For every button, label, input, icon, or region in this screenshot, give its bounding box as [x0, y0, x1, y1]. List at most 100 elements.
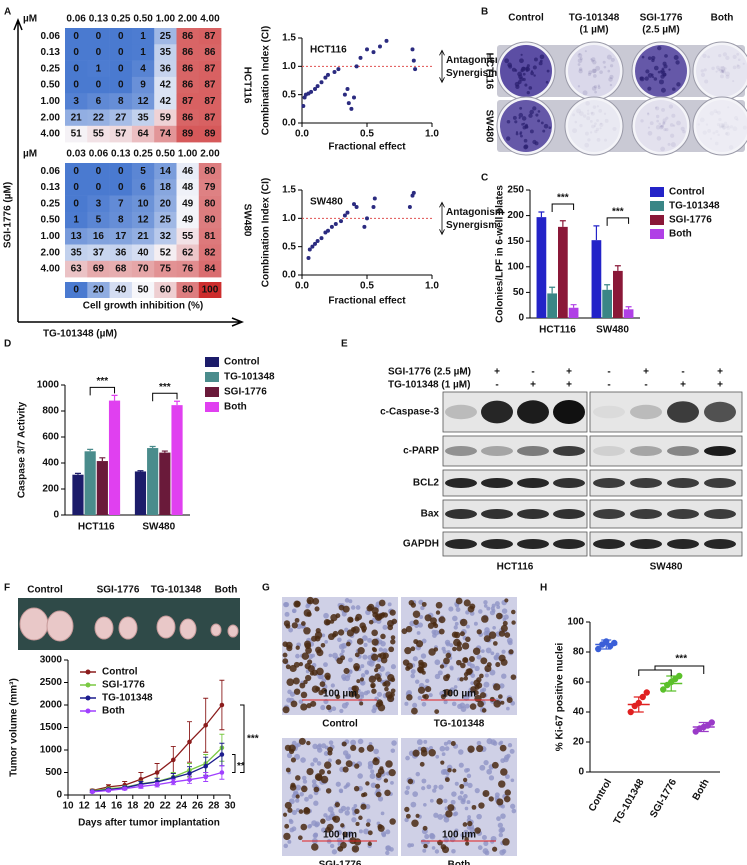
blot-band: [593, 405, 625, 419]
heatmap-cell: [109, 163, 133, 180]
colony: [660, 146, 666, 152]
legend-swatch: [205, 372, 219, 382]
scatter-point: [319, 80, 324, 85]
cell-value: 87: [204, 63, 216, 74]
sd-bar: [633, 696, 644, 713]
nucleus-blue: [443, 816, 450, 823]
colony: [680, 126, 685, 131]
error-bar: [137, 470, 144, 472]
y-axis-label: Tumor volume (mm³): [9, 678, 20, 777]
nucleus-blue: [324, 640, 328, 644]
nucleus-blue: [348, 686, 353, 692]
data-point: [122, 786, 127, 791]
nucleus-blue: [373, 748, 379, 755]
nucleus-blue: [423, 739, 428, 744]
scatter-point: [326, 228, 330, 233]
heatmap-cell: [176, 93, 200, 110]
nucleus-brown: [455, 597, 463, 605]
y-tick-label: 0.5: [282, 89, 296, 100]
nucleus-blue: [501, 673, 507, 679]
nucleus-blue: [494, 655, 499, 660]
nucleus-blue: [323, 662, 328, 668]
data-point: [138, 776, 144, 782]
nucleus-blue: [416, 739, 423, 746]
nucleus-brown: [390, 639, 396, 645]
nucleus-blue: [480, 649, 485, 654]
heatmap-cell: [131, 76, 155, 94]
nucleus-brown: [340, 841, 347, 849]
protein-label: c-Caspase-3: [380, 407, 439, 418]
y-tick-label: 0: [518, 313, 524, 324]
y-tick-label: 1.0: [282, 213, 296, 224]
nucleus-blue: [483, 630, 489, 636]
nucleus-blue: [359, 680, 366, 686]
colony: [668, 104, 674, 109]
colony: [505, 136, 511, 141]
cell-value: 80: [204, 198, 216, 209]
cell-value: 87: [182, 96, 194, 107]
nucleus-brown: [323, 618, 331, 626]
legend-swatch: [205, 387, 219, 397]
colony: [736, 52, 740, 56]
nucleus-blue: [453, 831, 459, 837]
significance-label: ***: [247, 733, 259, 744]
colony: [540, 121, 544, 125]
treatment-sign: +: [680, 380, 686, 391]
colony: [720, 69, 724, 74]
blot-band: [667, 539, 699, 549]
nucleus-blue: [321, 743, 327, 749]
nucleus-brown: [440, 694, 447, 700]
scatter-point: [371, 50, 376, 55]
colony: [535, 113, 539, 117]
data-point: [203, 763, 208, 769]
photo-label: TG-101348: [151, 585, 202, 596]
heatmap-cell: [65, 228, 88, 245]
heatmap-cell: [154, 60, 177, 78]
heatmap-label: HCT116: [241, 67, 252, 104]
scatter-point: [323, 75, 328, 80]
nucleus-brown: [384, 686, 389, 692]
colony: [698, 123, 700, 125]
bar: [147, 448, 159, 515]
nucleus-brown: [489, 696, 495, 702]
nucleus-brown: [300, 703, 308, 711]
y-axis-label: Combination Index (CI): [261, 178, 272, 287]
nucleus-blue: [494, 792, 500, 798]
nucleus-blue: [339, 789, 343, 794]
nucleus-brown: [354, 763, 360, 769]
nucleus-brown: [282, 812, 288, 817]
colony: [532, 106, 537, 111]
nucleus-brown: [496, 612, 503, 620]
nucleus-blue: [420, 605, 425, 611]
nucleus-blue: [443, 798, 448, 804]
colony: [584, 131, 589, 136]
colony: [595, 127, 600, 132]
colony: [720, 66, 723, 69]
well-stain: [696, 100, 747, 152]
nucleus-brown: [411, 707, 418, 715]
y-tick-label: 250: [507, 185, 524, 196]
cell-value: 5: [96, 215, 102, 226]
scatter-point: [326, 72, 330, 77]
cell-value: 20: [160, 198, 172, 209]
nucleus-blue: [503, 614, 509, 620]
scatter-point: [384, 38, 389, 43]
y-tick-label: 20: [573, 737, 585, 748]
panel-letter: D: [4, 339, 11, 350]
blot-band: [481, 478, 513, 488]
nucleus-blue: [464, 703, 470, 709]
colony: [543, 123, 549, 129]
nucleus-brown: [326, 770, 332, 775]
row-label: 2.00: [41, 112, 61, 123]
nucleus-brown: [330, 614, 338, 622]
nucleus-brown: [493, 683, 501, 691]
nucleus-blue: [479, 764, 486, 771]
heatmap-cell: [65, 93, 88, 110]
cell-value: 49: [182, 215, 194, 226]
blot-band: [630, 509, 662, 519]
colony: [539, 54, 545, 60]
colony: [671, 113, 676, 118]
nucleus-blue: [362, 654, 368, 660]
blot-band: [517, 509, 549, 519]
nucleus-blue: [437, 814, 444, 820]
